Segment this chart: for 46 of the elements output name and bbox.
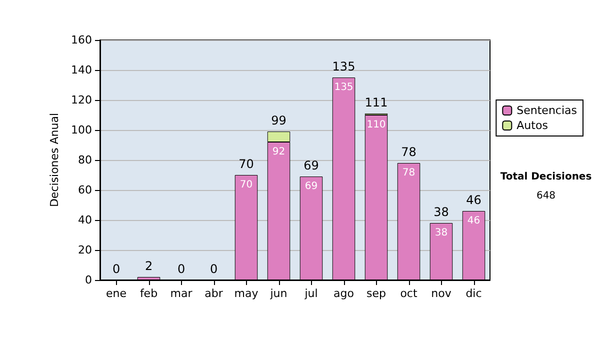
x-tick-label: feb	[140, 287, 158, 300]
total-label: 78	[401, 145, 416, 159]
text: Total Decisiones	[500, 172, 592, 182]
x-tick-label: may	[234, 287, 259, 300]
data-label: 69	[304, 181, 318, 192]
x-tick-label: mar	[170, 287, 193, 300]
x-tick-label: jul	[304, 287, 318, 300]
data-label: 135	[334, 82, 354, 93]
total-label: 0	[210, 262, 218, 276]
total-label: 99	[271, 114, 286, 128]
total-label: 2	[144, 259, 153, 273]
text: 648	[536, 190, 556, 202]
y-tick-label: 80	[78, 154, 92, 166]
legend-label: Sentencias	[516, 104, 578, 117]
data-label: 92	[272, 146, 286, 158]
y-tick-label: 0	[85, 274, 92, 286]
total-label: 70	[238, 157, 254, 171]
total-label: 111	[364, 96, 388, 110]
x-tick-label: dic	[466, 287, 482, 300]
x-tick-label: sep	[366, 287, 386, 300]
y-tick-label: 60	[78, 184, 92, 196]
legend-label: Autos	[516, 119, 548, 132]
y-tick-label: 20	[78, 244, 92, 256]
total-label: 0	[112, 262, 120, 276]
x-tick-label: oct	[400, 287, 418, 300]
y-axis-title: Decisiones Anual	[48, 112, 62, 208]
data-label: 110	[366, 120, 386, 130]
data-label: 70	[240, 180, 253, 190]
y-tick-label: 40	[78, 214, 92, 226]
y-tick-label: 160	[71, 34, 92, 46]
x-tick-label: nov	[431, 287, 452, 300]
total-label: 0	[177, 262, 186, 276]
x-tick-label: ago	[334, 287, 354, 300]
y-tick-label: 140	[71, 64, 92, 76]
total-label: 38	[434, 205, 449, 219]
data-label: 78	[402, 168, 416, 178]
total-label: 135	[332, 60, 356, 74]
data-label: 38	[434, 228, 448, 238]
data-label: 46	[467, 216, 480, 226]
x-tick-label: abr	[204, 287, 224, 300]
y-tick-label: 100	[71, 124, 92, 136]
x-tick-label: ene	[106, 287, 127, 300]
y-tick-label: 120	[71, 94, 92, 106]
x-tick-label: jun	[269, 287, 288, 300]
total-label: 46	[466, 193, 482, 207]
total-label: 69	[304, 158, 319, 172]
